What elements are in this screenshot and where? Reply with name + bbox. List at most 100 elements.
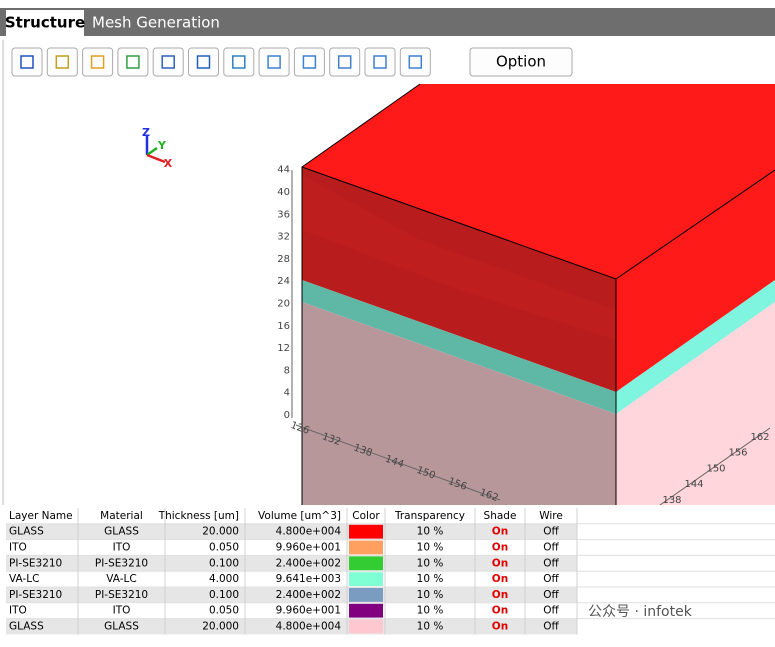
cell-volume: 9.641e+003 bbox=[276, 573, 341, 585]
layer-table: Layer Name Material Thickness [um] Volume [… bbox=[0, 506, 775, 643]
color-swatch[interactable] bbox=[349, 524, 383, 539]
toolbar bbox=[11, 47, 431, 77]
cell-name: ITO bbox=[9, 542, 27, 554]
tool-icon bbox=[55, 55, 70, 69]
color-swatch[interactable] bbox=[349, 556, 383, 571]
cell-material: ITO bbox=[113, 542, 131, 554]
tool-button[interactable] bbox=[223, 47, 255, 77]
cell-wire[interactable]: Off bbox=[543, 542, 559, 554]
z-tick-label: 4 bbox=[284, 388, 290, 399]
cell-shade[interactable]: On bbox=[492, 573, 508, 585]
model-3d bbox=[291, 83, 775, 505]
y-tick-label: 156 bbox=[728, 448, 747, 459]
cell-volume: 9.960e+001 bbox=[276, 605, 341, 617]
cell-thickness: 0.050 bbox=[209, 605, 239, 617]
column-header: Volume [um^3] bbox=[258, 510, 341, 522]
z-tick-label: 16 bbox=[277, 321, 290, 332]
y-tick-label: 144 bbox=[684, 479, 703, 490]
tool-button[interactable] bbox=[258, 47, 290, 77]
z-tick-label: 12 bbox=[277, 343, 290, 354]
cell-transparency: 10 % bbox=[417, 589, 444, 601]
table-row bbox=[6, 618, 577, 635]
cell-wire[interactable]: Off bbox=[543, 589, 559, 601]
tool-icon bbox=[161, 55, 175, 69]
cell-shade[interactable]: On bbox=[492, 542, 508, 554]
tool-button[interactable] bbox=[11, 47, 43, 77]
z-tick-label: 28 bbox=[277, 254, 290, 265]
color-swatch[interactable] bbox=[349, 603, 383, 618]
option-label[interactable]: Option bbox=[496, 53, 546, 71]
cell-material: GLASS bbox=[104, 621, 139, 633]
color-swatch[interactable] bbox=[349, 540, 383, 555]
tool-icon bbox=[90, 55, 105, 69]
option-button[interactable] bbox=[469, 47, 573, 77]
tab-structure[interactable]: Structure bbox=[5, 14, 85, 32]
tool-button[interactable] bbox=[117, 47, 149, 77]
tool-icon bbox=[302, 55, 317, 69]
z-tick-label: 8 bbox=[284, 365, 290, 376]
cell-material: VA-LC bbox=[106, 573, 136, 585]
triad-y-label: Y bbox=[157, 139, 167, 152]
tool-button[interactable] bbox=[364, 47, 396, 77]
table-row bbox=[6, 587, 577, 603]
tool-icon bbox=[126, 55, 140, 69]
tool-button[interactable] bbox=[399, 47, 431, 77]
cell-name: GLASS bbox=[9, 526, 44, 538]
cell-name: GLASS bbox=[9, 621, 44, 633]
tool-icon bbox=[232, 55, 246, 69]
tool-button[interactable] bbox=[293, 47, 325, 77]
triad-x-label: X bbox=[164, 157, 173, 170]
cell-shade[interactable]: On bbox=[492, 605, 508, 617]
front-shade bbox=[302, 175, 616, 340]
z-tick-label: 24 bbox=[277, 276, 290, 287]
cell-wire[interactable]: Off bbox=[543, 526, 559, 538]
front-cyan bbox=[302, 280, 616, 414]
tool-button[interactable] bbox=[329, 47, 361, 77]
color-swatch[interactable] bbox=[349, 619, 383, 634]
axis-ticks: 0481216202428323640441261321381441501561… bbox=[277, 165, 769, 506]
tool-icon bbox=[196, 55, 211, 69]
cell-transparency: 10 % bbox=[417, 621, 444, 633]
cell-name: ITO bbox=[9, 605, 27, 617]
tool-icon bbox=[408, 55, 423, 69]
cell-transparency: 10 % bbox=[417, 526, 444, 538]
y-tick-label: 138 bbox=[662, 495, 681, 506]
column-header: Layer Name bbox=[9, 510, 73, 522]
cell-wire[interactable]: Off bbox=[543, 573, 559, 585]
cell-wire[interactable]: Off bbox=[543, 557, 559, 569]
color-swatch[interactable] bbox=[349, 572, 383, 586]
color-swatch[interactable] bbox=[349, 588, 383, 602]
tool-icon bbox=[373, 55, 387, 69]
tool-button[interactable] bbox=[152, 47, 184, 77]
axis-line bbox=[295, 424, 501, 501]
table-row bbox=[6, 539, 577, 556]
cell-transparency: 10 % bbox=[417, 605, 444, 617]
z-tick-label: 40 bbox=[277, 187, 290, 198]
cell-shade[interactable]: On bbox=[492, 526, 508, 538]
table-row bbox=[6, 571, 577, 587]
cell-shade[interactable]: On bbox=[492, 589, 508, 601]
cell-volume: 4.800e+004 bbox=[276, 621, 342, 633]
cell-wire[interactable]: Off bbox=[543, 605, 559, 617]
tab-active[interactable] bbox=[6, 10, 84, 37]
cell-thickness: 0.050 bbox=[209, 542, 239, 554]
cell-shade[interactable]: On bbox=[492, 621, 508, 633]
side-pink bbox=[616, 302, 775, 505]
tool-button[interactable] bbox=[46, 47, 78, 77]
cell-volume: 2.400e+002 bbox=[276, 557, 341, 569]
cell-wire[interactable]: Off bbox=[543, 621, 559, 633]
tool-button[interactable] bbox=[82, 47, 114, 77]
tool-button[interactable] bbox=[188, 47, 219, 77]
tab-bar bbox=[0, 8, 775, 36]
column-header: Thickness [um] bbox=[158, 510, 239, 522]
table-row bbox=[6, 602, 577, 619]
tab-mesh[interactable]: Mesh Generation bbox=[92, 14, 220, 32]
triad-x bbox=[146, 153, 166, 164]
cell-volume: 2.400e+002 bbox=[276, 589, 341, 601]
column-header: Material bbox=[100, 510, 143, 522]
top-face bbox=[302, 84, 775, 279]
cell-shade[interactable]: On bbox=[492, 557, 508, 569]
cell-transparency: 10 % bbox=[417, 542, 444, 554]
z-tick-label: 32 bbox=[277, 232, 290, 243]
y-tick-label: 162 bbox=[750, 432, 769, 443]
